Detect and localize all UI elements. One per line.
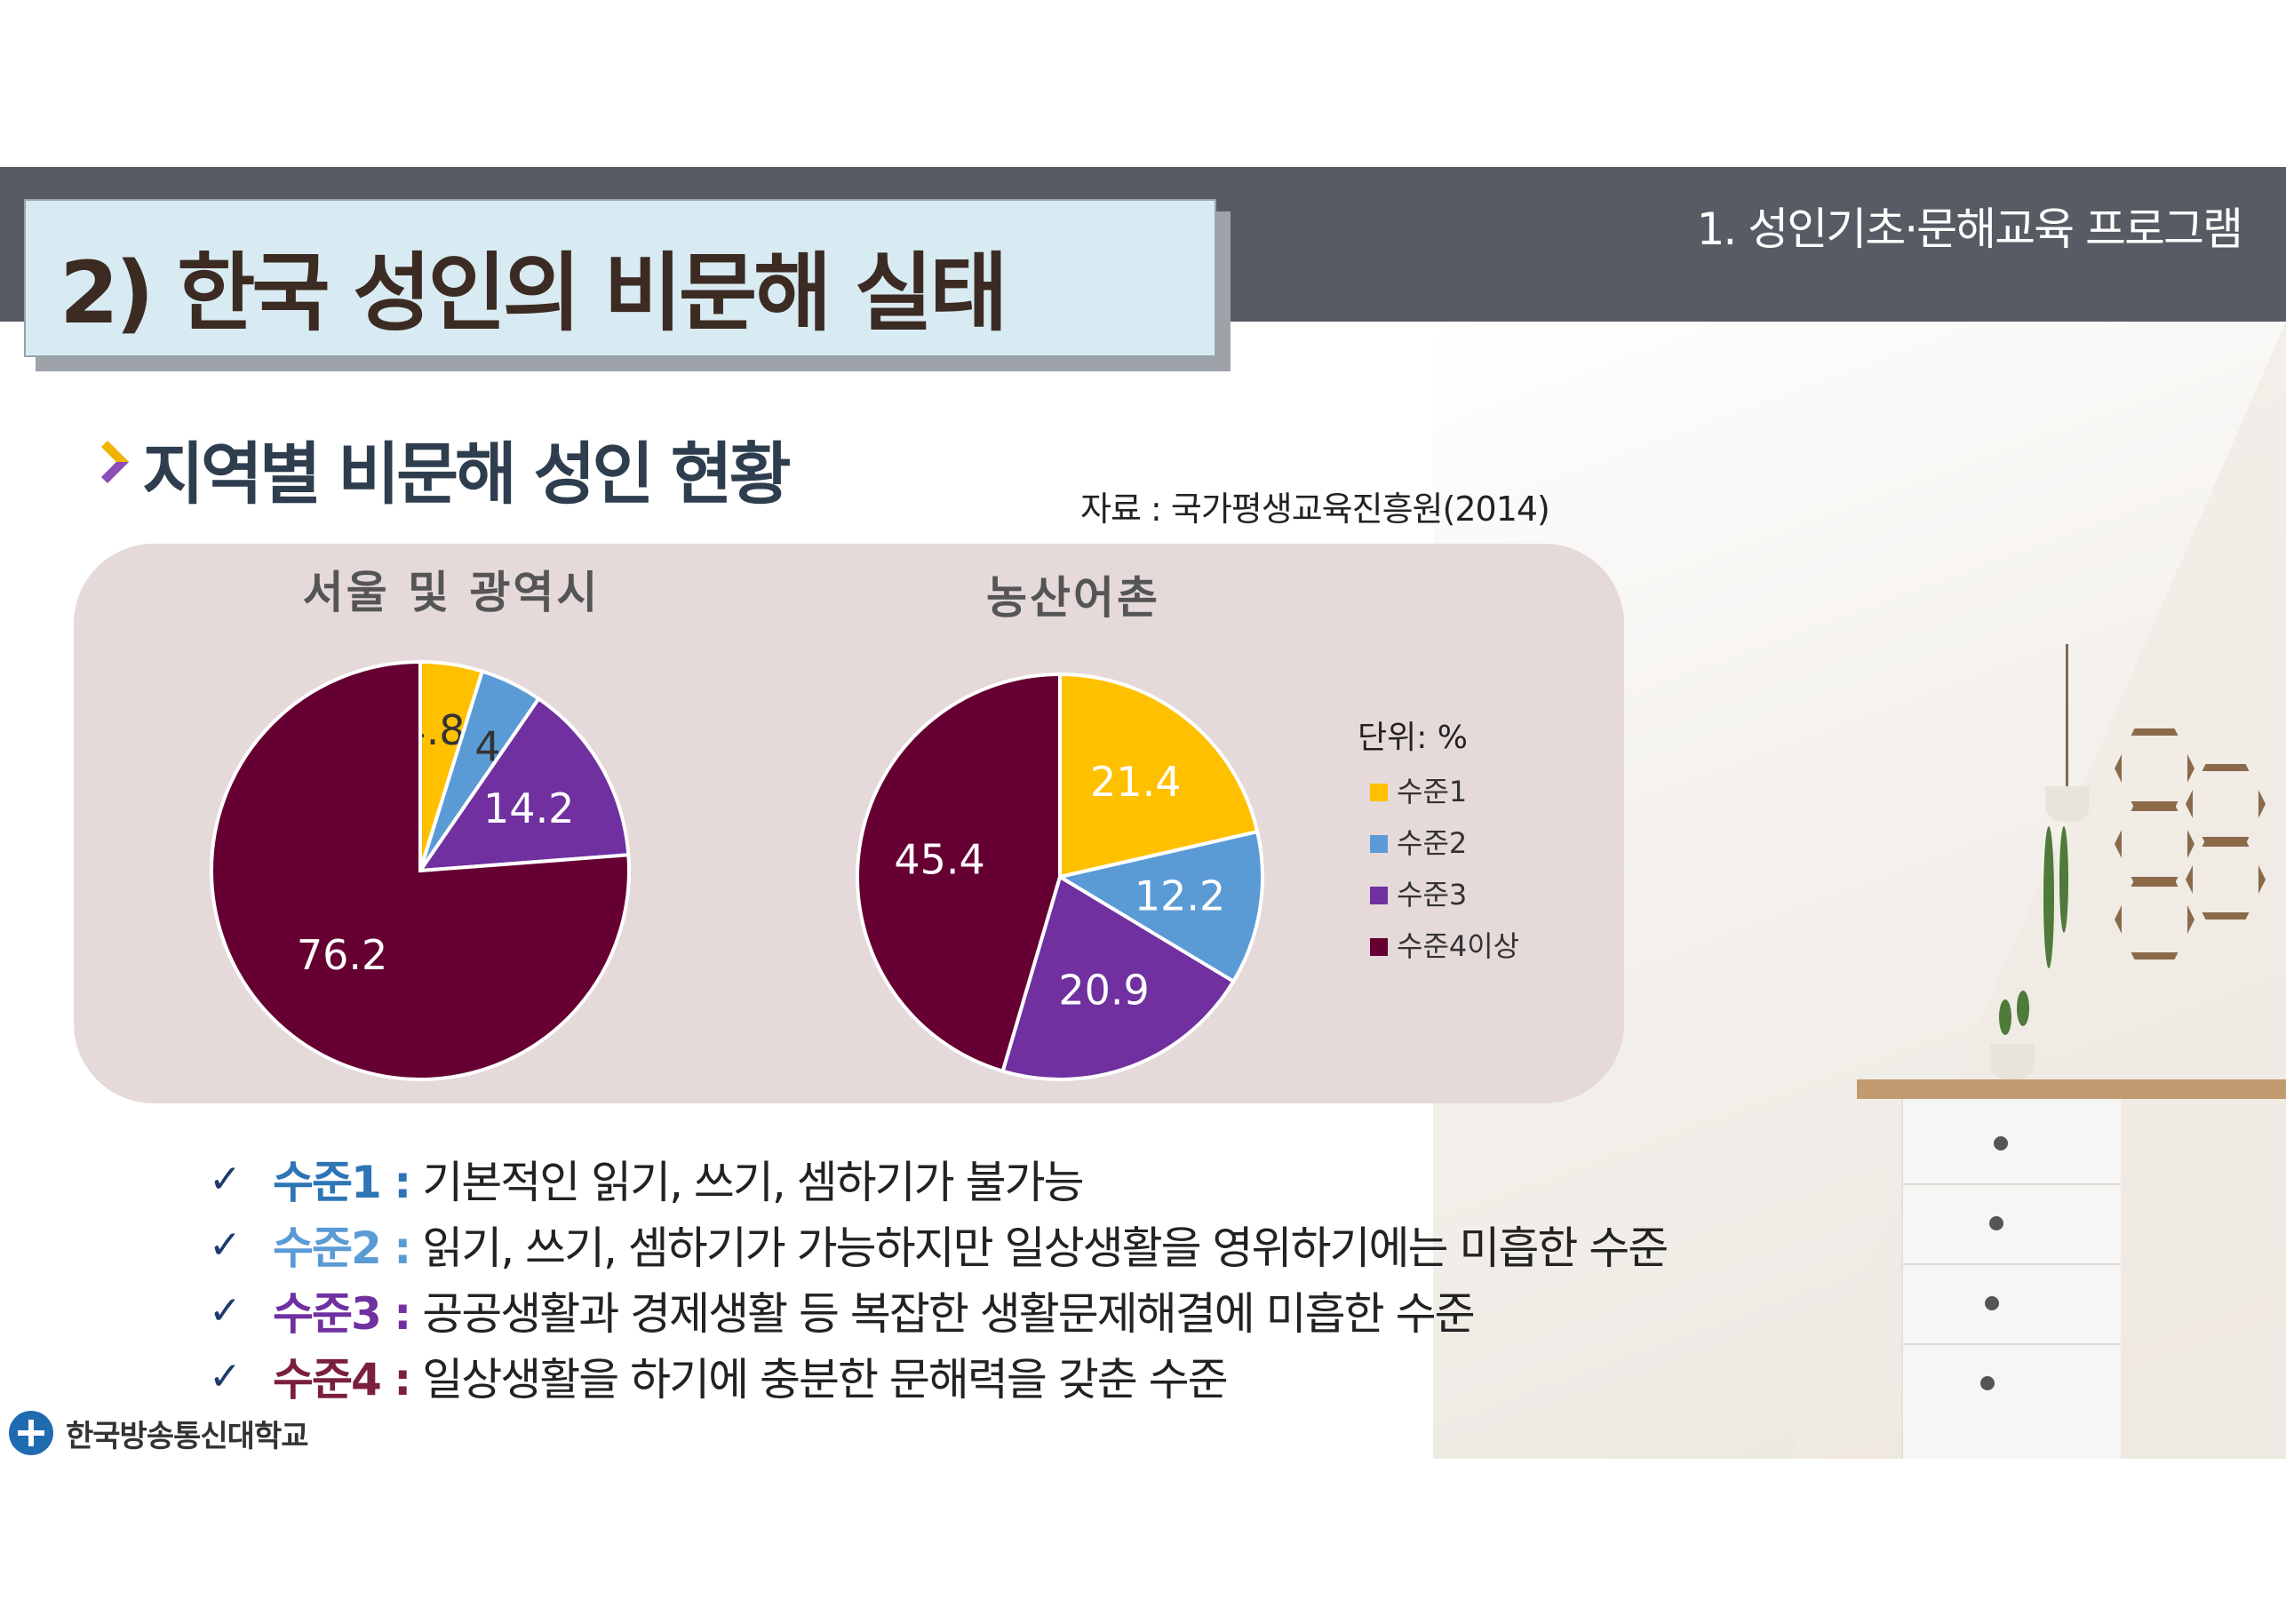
desk-plant-leaf	[2017, 991, 2029, 1026]
level-description: 읽기, 쓰기, 셈하기가 가능하지만 일상생활을 영위하기에는 미흡한 수준	[422, 1222, 1669, 1274]
hanging-plant-pot	[2045, 786, 2090, 822]
drawer-knob	[1980, 1376, 1995, 1390]
check-icon: ✓	[209, 1287, 242, 1333]
drawer-cabinet	[1901, 1099, 2121, 1459]
pie-slice	[416, 696, 631, 873]
drawer-divider	[1903, 1343, 2121, 1345]
data-label: 12.2	[1135, 872, 1225, 920]
pie-slice	[1058, 672, 1260, 880]
section-label: 1. 성인기초·문해교육 프로그램	[1696, 203, 2243, 255]
drawer-divider	[1903, 1183, 2121, 1185]
level-row: ✓ 수준4 : 일상생활을 하기에 충분한 문해력을 갖춘 수준	[209, 1343, 1667, 1409]
pie-slice	[210, 659, 631, 1081]
data-label: 20.9	[1058, 966, 1149, 1014]
level-row: ✓ 수준3 : 공공생활과 경제생활 등 복잡한 생활문제해결에 미흡한 수준	[209, 1278, 1667, 1343]
level-name: 수준4 :	[273, 1354, 411, 1405]
source-note: 자료 : 국가평생교육진흥원(2014)	[1080, 490, 1550, 529]
level-description: 일상생활을 하기에 충분한 문해력을 갖춘 수준	[422, 1354, 1228, 1405]
pie-slice	[1055, 829, 1264, 984]
data-label: 14.2	[483, 784, 574, 832]
check-icon: ✓	[209, 1353, 242, 1399]
hanging-plant-leaf	[2043, 826, 2054, 968]
legend-entry: 수준2	[1397, 826, 1467, 860]
legend-entry: 수준4이상	[1397, 929, 1519, 963]
check-icon: ✓	[209, 1222, 242, 1268]
level-row: ✓ 수준1 : 기본적인 읽기, 쓰기, 셈하기가 불가능	[209, 1146, 1667, 1212]
desk-plant-pot	[1990, 1044, 2035, 1079]
hex-shelf	[2115, 880, 2194, 959]
check-icon: ✓	[209, 1156, 242, 1202]
data-label: 76.2	[297, 931, 387, 979]
desk-plant-leaf	[1999, 999, 2011, 1035]
level-row: ✓ 수준2 : 읽기, 쓰기, 셈하기가 가능하지만 일상생활을 영위하기에는 미흡…	[209, 1212, 1669, 1278]
plant-hanger	[2066, 644, 2068, 786]
university-emblem-icon	[9, 1411, 53, 1455]
chevron-right-icon	[85, 440, 130, 484]
university-logo: 한국방송통신대학교	[9, 1411, 309, 1455]
level-name: 수준1 :	[273, 1157, 411, 1208]
drawer-knob	[1989, 1216, 2003, 1230]
hanging-plant-leaf	[2059, 826, 2068, 933]
level-description: 공공생활과 경제생활 등 복잡한 생활문제해결에 미흡한 수준	[422, 1288, 1475, 1340]
legend-swatch	[1370, 784, 1388, 801]
pie-slice	[1000, 873, 1237, 1081]
drawer-knob	[1994, 1136, 2008, 1150]
legend-unit: 단위: %	[1358, 720, 1468, 756]
legend-swatch	[1370, 887, 1388, 904]
pie-slice	[856, 672, 1062, 1074]
level-name: 수준3 :	[273, 1288, 411, 1340]
chart-title: 농산어촌	[986, 572, 1160, 624]
legend-entry: 수준3	[1397, 878, 1467, 912]
level-description: 기본적인 읽기, 쓰기, 셈하기가 불가능	[422, 1157, 1084, 1208]
drawer-divider	[1903, 1263, 2121, 1265]
data-label: 45.4	[894, 835, 984, 883]
desk-top	[1857, 1079, 2286, 1099]
university-name: 한국방송통신대학교	[66, 1418, 309, 1454]
level-descriptions: ✓ 수준1 : 기본적인 읽기, 쓰기, 셈하기가 불가능 ✓ 수준2 : 읽기, 쓰기,…	[209, 1146, 1669, 1409]
data-label: 21.4	[1090, 758, 1181, 806]
hex-shelf	[2186, 840, 2266, 919]
legend-entry: 수준1	[1397, 775, 1467, 808]
chart-title: 서울 및 광역시	[303, 567, 601, 618]
drawer-knob	[1985, 1296, 1999, 1310]
level-name: 수준2 :	[273, 1222, 411, 1274]
pie-charts: 서울 및 광역시4.84.814.276.2농산어촌21.412.220.945…	[210, 567, 1519, 1081]
legend-swatch	[1370, 835, 1388, 853]
title-box: 2) 한국 성인의 비문해 실태	[24, 199, 1216, 357]
subheading: 지역별 비문해 성인 현황	[142, 434, 792, 513]
legend-swatch	[1370, 938, 1388, 956]
page-title: 2) 한국 성인의 비문해 실태	[60, 243, 1008, 343]
